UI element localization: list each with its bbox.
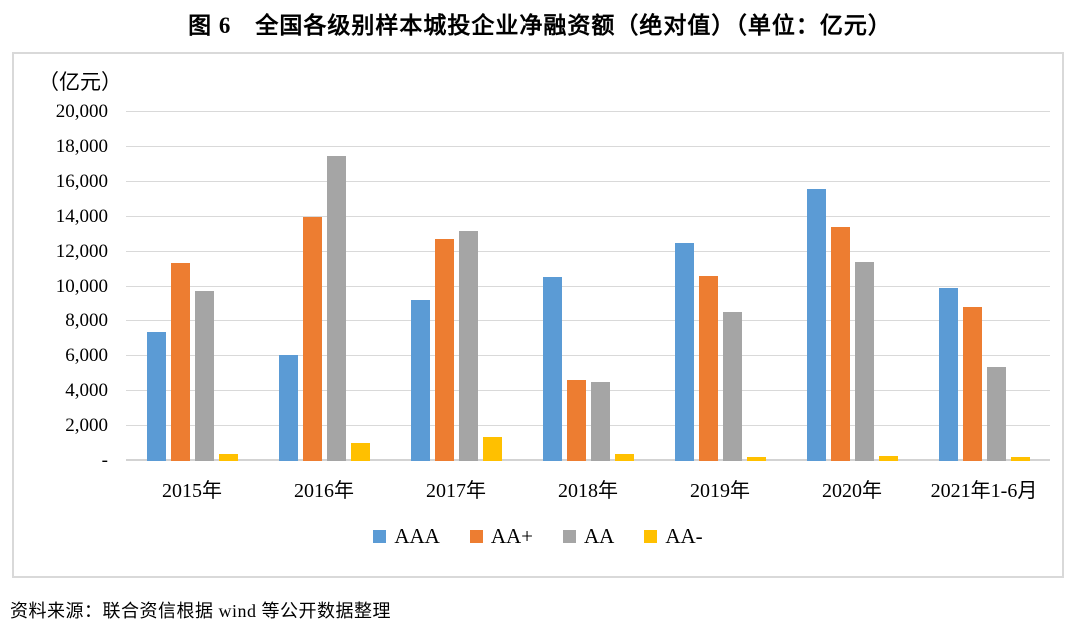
y-tick-label: 16,000 (55, 170, 108, 192)
bar-AA-2015年 (194, 291, 214, 461)
legend-item-AA: AA (563, 524, 614, 549)
bar-AA-2016年 (326, 156, 346, 461)
gridline (126, 425, 1050, 427)
bar-AA--2021年1-6月 (1010, 457, 1030, 461)
bar-AA-2018年 (590, 382, 610, 461)
x-axis-label-2017年: 2017年 (426, 480, 486, 502)
y-tick-label: 4,000 (65, 380, 108, 402)
legend-label: AA+ (490, 524, 533, 548)
bar-group-2017年 (390, 112, 522, 461)
bar-AA-2019年 (722, 312, 742, 461)
bar-AAA-2021年1-6月 (938, 288, 958, 461)
bar-AA+-2017年 (434, 239, 454, 461)
y-tick-label: 8,000 (65, 310, 108, 332)
bar-AA-2017年 (458, 231, 478, 461)
y-tick-label: - (101, 450, 108, 471)
bar-AA--2018年 (614, 454, 634, 461)
bar-AAA-2020年 (806, 189, 826, 461)
gridline (126, 285, 1050, 287)
gridline (126, 180, 1050, 182)
chart-title: 图 6 全国各级别样本城投企业净融资额（绝对值）（单位：亿元） (188, 13, 892, 38)
bars-row (126, 112, 1050, 461)
y-tick-label: 6,000 (65, 345, 108, 367)
y-axis-unit-label: （亿元） (38, 70, 122, 94)
legend: AAA AA+ AA AA- (14, 524, 1062, 549)
bar-AAA-2017年 (410, 300, 430, 461)
bar-AAA-2019年 (674, 243, 694, 461)
bar-group-2015年 (126, 112, 258, 461)
bar-AA+-2021年1-6月 (962, 307, 982, 461)
legend-label: AA (584, 524, 615, 548)
bar-group-2016年 (258, 112, 390, 461)
bar-AA-2021年1-6月 (986, 367, 1006, 461)
bar-AA+-2016年 (302, 217, 322, 461)
bar-group-2018年 (522, 112, 654, 461)
bar-group-2021年1-6月 (918, 112, 1050, 461)
bar-AA--2020年 (878, 456, 898, 461)
gridline (126, 215, 1050, 217)
y-tick-label: 18,000 (55, 135, 108, 157)
x-axis-label-2019年: 2019年 (690, 480, 750, 502)
gridline (126, 390, 1050, 392)
bar-AA--2019年 (746, 457, 766, 461)
bar-AAA-2018年 (542, 277, 562, 461)
y-tick-label: 10,000 (55, 275, 108, 297)
bar-AA--2017年 (482, 437, 502, 461)
bar-group-2019年 (654, 112, 786, 461)
x-axis-label-2016年: 2016年 (294, 480, 354, 502)
x-axis-label-2021年1-6月: 2021年1-6月 (930, 480, 1038, 502)
gridline (126, 320, 1050, 322)
legend-swatch-icon (563, 530, 576, 543)
gridline (126, 355, 1050, 357)
x-axis-label-2018年: 2018年 (558, 480, 618, 502)
bar-AA+-2019年 (698, 276, 718, 461)
bar-group-2020年 (786, 112, 918, 461)
y-tick-label: 14,000 (55, 205, 108, 227)
bar-AA+-2020年 (830, 227, 850, 461)
legend-item-AAA: AAA (373, 524, 440, 549)
x-axis-label-2020年: 2020年 (822, 480, 882, 502)
gridline (126, 111, 1050, 112)
bar-AA--2016年 (350, 443, 370, 461)
legend-swatch-icon (373, 530, 387, 543)
chart-box: （亿元） - 2,000 4,000 6,000 8,000 10,000 12,000 14… (12, 52, 1064, 578)
bar-AA+-2018年 (566, 380, 586, 461)
y-tick-label: 12,000 (55, 240, 108, 262)
bar-AA--2015年 (218, 454, 238, 461)
bar-AA-2020年 (854, 262, 874, 461)
gridline (126, 145, 1050, 147)
legend-item-AA-: AA- (644, 524, 703, 549)
bar-AAA-2016年 (278, 355, 298, 461)
y-tick-label: 2,000 (65, 415, 108, 437)
plot-area (126, 111, 1050, 461)
x-axis-labels: 2015年 2016年 2017年 2018年 2019年 2020年 2021年1-6月 (126, 474, 1050, 503)
gridline (126, 250, 1050, 252)
legend-label: AAA (394, 524, 440, 548)
bar-AAA-2015年 (146, 332, 166, 461)
source-note: 资料来源：联合资信根据 wind 等公开数据整理 (10, 601, 391, 621)
legend-swatch-icon (644, 530, 658, 543)
x-axis-label-2015年: 2015年 (162, 480, 222, 502)
legend-item-AA+: AA+ (469, 524, 533, 549)
bar-AA+-2015年 (170, 263, 190, 461)
x-axis-line (126, 459, 1050, 461)
legend-label: AA- (665, 524, 703, 548)
y-axis: - 2,000 4,000 6,000 8,000 10,000 12,000 14,000 1… (14, 101, 118, 471)
y-tick-label: 20,000 (55, 101, 108, 122)
legend-swatch-icon (469, 530, 483, 543)
